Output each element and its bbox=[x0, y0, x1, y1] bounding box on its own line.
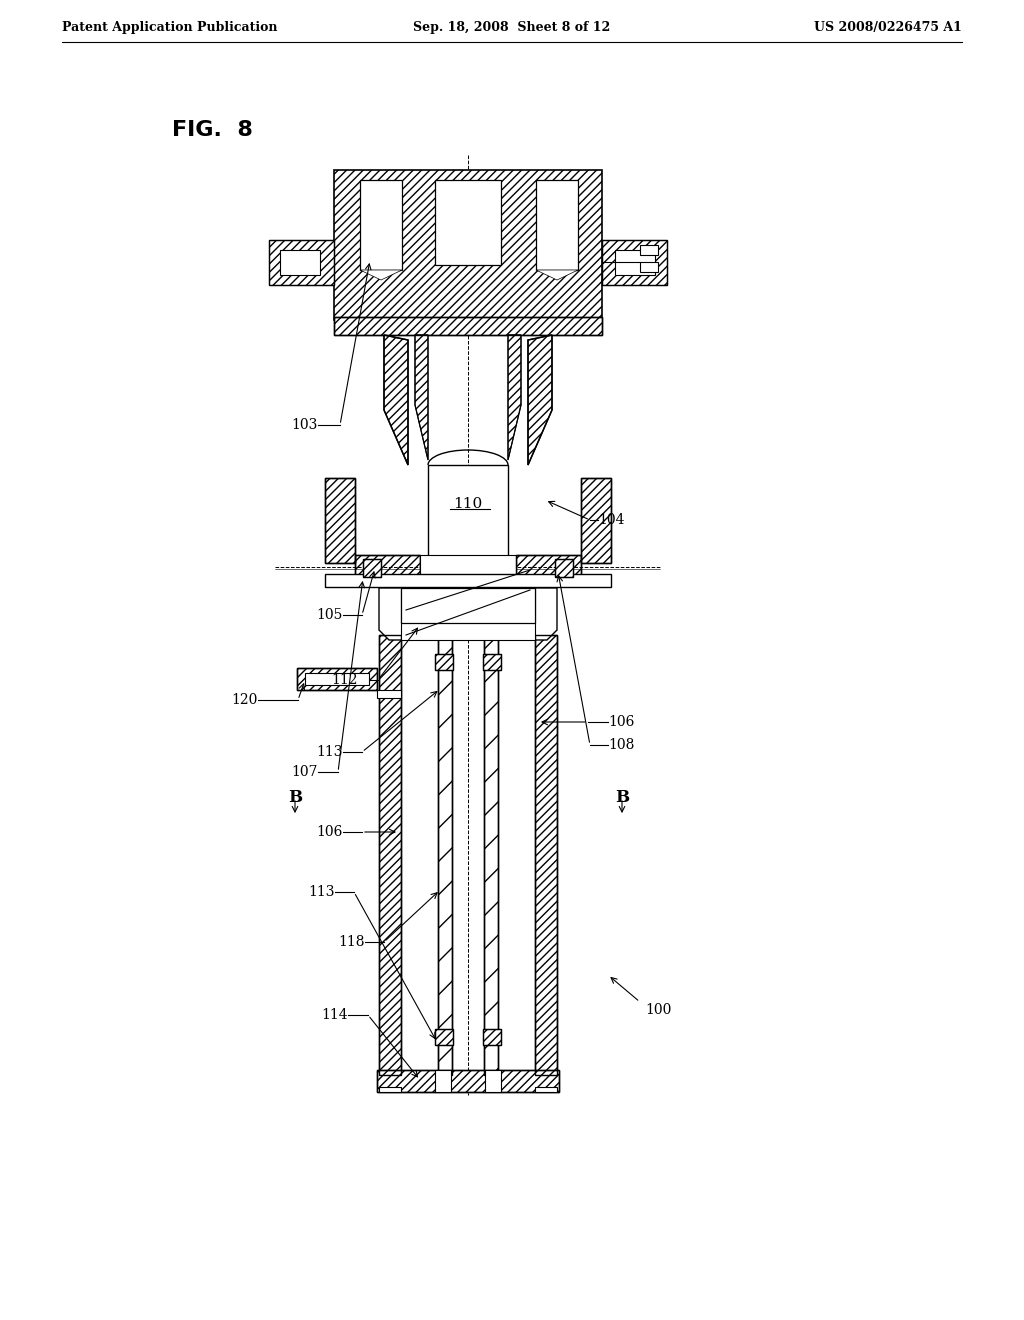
Polygon shape bbox=[360, 271, 402, 280]
Bar bbox=[325, 478, 355, 564]
Text: 106: 106 bbox=[608, 715, 635, 729]
Bar bbox=[360, 180, 402, 271]
Polygon shape bbox=[528, 335, 552, 465]
Bar bbox=[334, 317, 602, 335]
Bar bbox=[483, 653, 501, 671]
Bar bbox=[435, 1071, 451, 1092]
Bar bbox=[602, 240, 667, 285]
Text: 108: 108 bbox=[608, 738, 635, 752]
Bar bbox=[379, 635, 401, 1074]
Bar bbox=[535, 635, 557, 1074]
Text: 110: 110 bbox=[454, 498, 482, 511]
Bar bbox=[401, 587, 535, 640]
Bar bbox=[535, 1086, 557, 1092]
Text: FIG.  8: FIG. 8 bbox=[172, 120, 253, 140]
Bar bbox=[602, 240, 667, 285]
Text: B: B bbox=[615, 789, 629, 807]
Bar bbox=[535, 635, 557, 1074]
Bar bbox=[379, 635, 401, 1074]
Text: 107: 107 bbox=[292, 766, 318, 779]
Bar bbox=[438, 635, 452, 1074]
Polygon shape bbox=[536, 271, 578, 280]
Bar bbox=[516, 554, 581, 576]
Bar bbox=[325, 574, 611, 587]
Bar bbox=[483, 1030, 501, 1045]
Polygon shape bbox=[415, 335, 428, 459]
Text: 106: 106 bbox=[316, 825, 343, 840]
Polygon shape bbox=[379, 587, 557, 640]
Bar bbox=[377, 1071, 559, 1092]
Bar bbox=[435, 1030, 453, 1045]
Bar bbox=[555, 558, 573, 577]
Bar bbox=[377, 690, 401, 698]
Bar bbox=[355, 554, 420, 576]
Bar bbox=[334, 317, 602, 335]
Bar bbox=[379, 1086, 401, 1092]
Bar bbox=[297, 668, 377, 690]
Text: 112: 112 bbox=[332, 673, 358, 686]
Bar bbox=[305, 673, 369, 685]
Bar bbox=[297, 668, 377, 690]
Bar bbox=[485, 1071, 501, 1092]
Text: B: B bbox=[288, 789, 302, 807]
Bar bbox=[516, 554, 581, 576]
Text: 118: 118 bbox=[339, 935, 365, 949]
Bar bbox=[484, 635, 498, 1074]
Bar bbox=[484, 635, 498, 1074]
Text: 100: 100 bbox=[645, 1003, 672, 1016]
Bar bbox=[428, 465, 508, 560]
Bar bbox=[581, 478, 611, 564]
Text: US 2008/0226475 A1: US 2008/0226475 A1 bbox=[814, 21, 962, 34]
Bar bbox=[401, 587, 535, 623]
Bar bbox=[420, 554, 516, 576]
Bar bbox=[483, 653, 501, 671]
Text: 105: 105 bbox=[316, 609, 343, 622]
Text: 104: 104 bbox=[598, 513, 625, 527]
Text: Sep. 18, 2008  Sheet 8 of 12: Sep. 18, 2008 Sheet 8 of 12 bbox=[414, 21, 610, 34]
Bar bbox=[377, 1071, 559, 1092]
Bar bbox=[536, 180, 578, 271]
Text: 120: 120 bbox=[231, 693, 258, 708]
Bar bbox=[615, 249, 655, 275]
Bar bbox=[334, 170, 602, 319]
Bar bbox=[435, 180, 501, 265]
Text: 113: 113 bbox=[308, 884, 335, 899]
Bar bbox=[269, 240, 334, 285]
Polygon shape bbox=[384, 335, 408, 465]
Bar bbox=[362, 558, 381, 577]
Text: 114: 114 bbox=[322, 1008, 348, 1022]
Bar bbox=[483, 1030, 501, 1045]
Text: 103: 103 bbox=[292, 418, 318, 432]
Bar bbox=[640, 261, 658, 272]
Bar bbox=[435, 1030, 453, 1045]
Bar bbox=[435, 653, 453, 671]
Bar bbox=[355, 554, 420, 576]
Bar bbox=[438, 635, 452, 1074]
Polygon shape bbox=[508, 335, 521, 459]
Text: 113: 113 bbox=[316, 744, 343, 759]
Bar bbox=[325, 478, 355, 564]
Bar bbox=[581, 478, 611, 564]
Bar bbox=[555, 558, 573, 577]
Bar bbox=[280, 249, 319, 275]
Text: Patent Application Publication: Patent Application Publication bbox=[62, 21, 278, 34]
Bar bbox=[435, 653, 453, 671]
Bar bbox=[640, 246, 658, 255]
Bar bbox=[362, 558, 381, 577]
Bar bbox=[269, 240, 334, 285]
